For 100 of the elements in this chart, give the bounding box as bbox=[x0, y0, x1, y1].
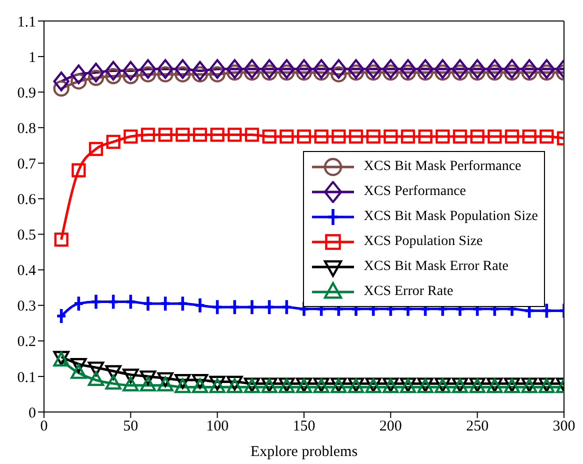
point bbox=[140, 66, 156, 82]
point bbox=[382, 59, 399, 79]
point bbox=[382, 64, 399, 81]
point bbox=[244, 59, 260, 79]
point bbox=[72, 163, 86, 178]
point bbox=[400, 59, 416, 79]
y-tick-label: 0.2 bbox=[17, 334, 36, 350]
point bbox=[158, 128, 172, 142]
y-tick-label: 0.1 bbox=[17, 370, 36, 386]
point bbox=[365, 59, 382, 79]
y-tick-label: 1 bbox=[28, 50, 36, 66]
point bbox=[521, 59, 538, 79]
point bbox=[470, 129, 484, 144]
y-tick-label: 0 bbox=[28, 405, 36, 422]
point bbox=[53, 80, 70, 97]
x-tick-label: 200 bbox=[379, 418, 402, 435]
point bbox=[504, 64, 520, 81]
point bbox=[209, 59, 226, 79]
point bbox=[366, 129, 380, 144]
point bbox=[313, 59, 330, 79]
point bbox=[522, 129, 536, 144]
point bbox=[330, 66, 347, 82]
y-tick-label: 0.9 bbox=[17, 85, 36, 102]
point bbox=[538, 64, 555, 81]
point bbox=[244, 64, 260, 81]
point bbox=[488, 129, 502, 144]
point bbox=[278, 59, 295, 79]
point bbox=[124, 129, 138, 144]
point bbox=[122, 68, 139, 84]
x-tick-label: 300 bbox=[552, 418, 576, 435]
point bbox=[122, 376, 139, 392]
x-tick-label: 100 bbox=[206, 418, 229, 435]
point bbox=[400, 129, 416, 144]
point bbox=[88, 70, 104, 86]
point bbox=[105, 60, 122, 81]
point bbox=[210, 128, 224, 142]
point bbox=[226, 59, 243, 79]
point bbox=[296, 59, 312, 79]
point bbox=[70, 64, 87, 84]
legend-label: XCS Bit Mask Population Size bbox=[364, 208, 538, 224]
y-tick-label: 1.1 bbox=[17, 14, 36, 30]
point bbox=[486, 59, 503, 79]
point bbox=[176, 128, 190, 142]
y-tick-label: 0.5 bbox=[17, 228, 36, 244]
point bbox=[452, 64, 468, 81]
point bbox=[209, 66, 226, 82]
point bbox=[54, 232, 68, 247]
point bbox=[332, 129, 346, 144]
legend-label: XCS Bit Mask Error Rate bbox=[364, 258, 508, 274]
point bbox=[192, 60, 208, 81]
point bbox=[296, 64, 312, 81]
point bbox=[469, 59, 486, 79]
point bbox=[105, 374, 122, 390]
legend-label: XCS Performance bbox=[364, 184, 466, 200]
x-tick-label: 150 bbox=[292, 418, 316, 435]
point bbox=[157, 376, 174, 392]
x-tick-label: 50 bbox=[123, 418, 138, 435]
x-tick-label: 0 bbox=[40, 418, 48, 435]
point bbox=[262, 129, 276, 144]
point bbox=[192, 66, 208, 82]
point bbox=[436, 129, 450, 144]
point bbox=[538, 59, 555, 79]
point bbox=[140, 376, 156, 392]
point bbox=[504, 129, 520, 144]
point bbox=[174, 66, 191, 82]
point bbox=[174, 59, 191, 79]
legend-label: XCS Population Size bbox=[364, 234, 483, 250]
y-tick-label: 0.3 bbox=[17, 298, 36, 315]
point bbox=[540, 129, 554, 144]
point bbox=[70, 73, 87, 90]
y-tick-label: 0.7 bbox=[17, 156, 36, 173]
point bbox=[174, 378, 191, 394]
point bbox=[348, 129, 364, 144]
point bbox=[88, 62, 104, 82]
point bbox=[278, 64, 295, 81]
point bbox=[434, 59, 451, 79]
point bbox=[313, 64, 330, 81]
point bbox=[70, 364, 87, 379]
point bbox=[157, 66, 174, 82]
point bbox=[228, 128, 242, 142]
point bbox=[105, 68, 122, 84]
point bbox=[192, 378, 208, 394]
point bbox=[418, 129, 432, 144]
point bbox=[330, 59, 347, 79]
point bbox=[469, 64, 486, 81]
point bbox=[348, 64, 364, 81]
point bbox=[261, 59, 278, 79]
point bbox=[88, 371, 104, 386]
point bbox=[365, 64, 382, 81]
point bbox=[434, 64, 451, 81]
point bbox=[122, 60, 139, 81]
point bbox=[486, 64, 503, 81]
point bbox=[244, 128, 260, 142]
point bbox=[88, 142, 104, 156]
point bbox=[140, 128, 156, 142]
point bbox=[384, 129, 398, 144]
point bbox=[140, 59, 156, 79]
legend-label: XCS Bit Mask Performance bbox=[364, 158, 522, 174]
point bbox=[261, 64, 278, 81]
point bbox=[417, 64, 434, 81]
